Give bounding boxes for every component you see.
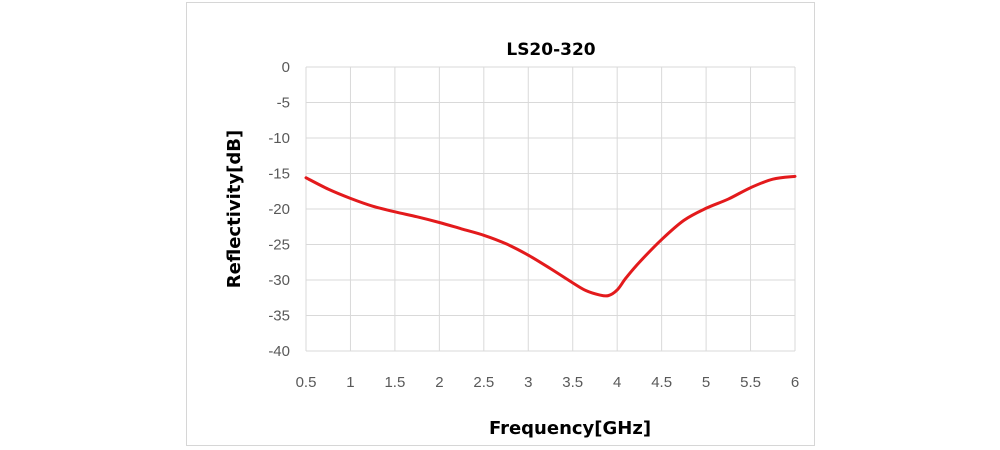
series-layer [304,174,797,298]
x-axis-title: Frequency[GHz] [489,418,651,439]
y-tick-label: 0 [282,59,290,76]
x-tick-label: 1.5 [384,374,405,391]
chart-title: LS20-320 [506,40,595,60]
x-tick-label: 0.5 [296,374,317,391]
y-tick-label: -25 [268,237,290,254]
x-tick-label: 3.5 [562,374,583,391]
y-axis-title: Reflectivity[dB] [224,130,245,288]
chart-frame [186,2,815,446]
x-tick-label: 1 [346,374,354,391]
x-tick-label: 5 [702,374,710,391]
y-tick-label: -10 [268,130,290,147]
x-tick-label: 3 [524,374,532,391]
y-tick-label: -40 [268,343,290,360]
y-tick-label: -20 [268,201,290,218]
x-tick-labels: 0.5 1 1.5 2 2.5 3 3.5 4 4.5 5 5.5 6 [296,374,800,391]
y-tick-label: -35 [268,308,290,325]
y-tick-label: -15 [268,166,290,183]
reflectivity-series-line [304,174,797,298]
x-tick-label: 4 [613,374,621,391]
x-tick-label: 2 [435,374,443,391]
x-tick-label: 6 [791,374,799,391]
y-tick-label: -30 [268,272,290,289]
x-tick-label: 4.5 [651,374,672,391]
y-tick-label: -5 [277,95,290,112]
x-tick-label: 5.5 [740,374,761,391]
x-tick-label: 2.5 [473,374,494,391]
y-tick-labels: 0 -5 -10 -15 -20 -25 -30 -35 -40 [268,59,290,360]
